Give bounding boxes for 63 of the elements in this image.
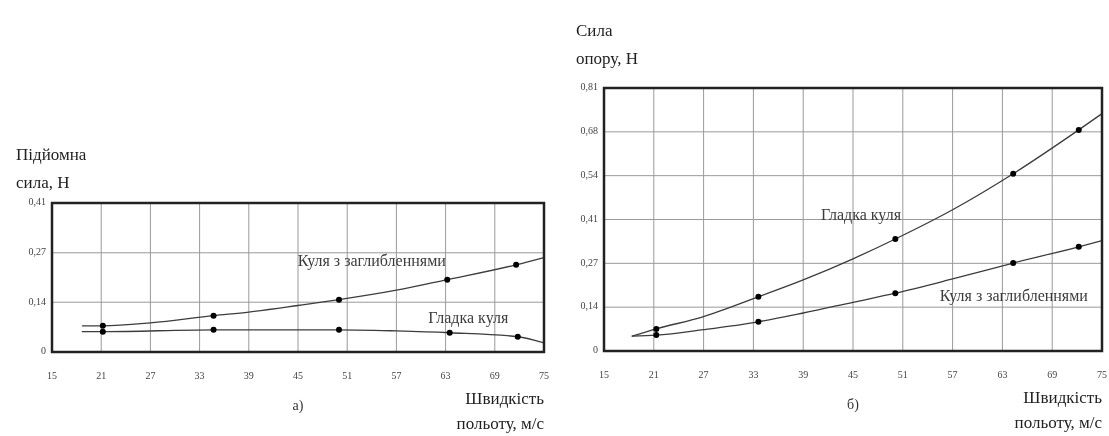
x-tick-label: 45	[848, 369, 858, 381]
y-tick-label: 0	[41, 345, 46, 357]
y-tick-label: 0	[593, 344, 598, 356]
series-label: Куля з заглибленнями	[939, 286, 1089, 305]
point	[755, 293, 762, 300]
y-axis-title: Сила опору, Н	[576, 21, 638, 68]
text: а)	[292, 398, 304, 415]
x-tick-label: 27	[698, 369, 709, 381]
series-label: Гладка куля	[428, 308, 509, 327]
x-tick-label: 39	[243, 370, 254, 382]
y-tick-label: 0,54	[580, 168, 598, 180]
point	[336, 296, 342, 303]
x-tick-label: 45	[293, 370, 303, 382]
text: б)	[847, 397, 860, 414]
x-tick-label: 33	[748, 369, 759, 381]
point	[1010, 170, 1017, 177]
point	[210, 312, 217, 319]
point	[892, 235, 899, 242]
point	[336, 326, 342, 333]
point	[1075, 126, 1082, 133]
x-tick-label: 33	[194, 370, 205, 382]
point	[446, 329, 453, 336]
y-tick-label: 0,27	[28, 246, 46, 258]
y-tick-label: 0,41	[28, 196, 46, 208]
x-axis-title: Швидкість польоту, м/с	[456, 389, 545, 433]
x-tick-label: 75	[1097, 369, 1107, 381]
x-tick-label: 21	[648, 369, 659, 381]
x-tick-label: 69	[489, 370, 500, 382]
point	[653, 325, 660, 332]
x-tick-label: 15	[599, 369, 609, 381]
y-tick-label: 0,14	[28, 295, 46, 307]
point	[755, 318, 762, 325]
point	[444, 276, 451, 283]
y-tick-label: 0,27	[580, 256, 598, 268]
point	[514, 333, 521, 340]
x-tick-label: 57	[391, 370, 402, 382]
point	[1010, 260, 1017, 267]
x-tick-label: 57	[947, 369, 958, 381]
point	[1075, 243, 1082, 250]
point	[210, 326, 217, 333]
x-tick-label: 51	[342, 370, 353, 382]
point	[99, 328, 106, 335]
point	[99, 322, 106, 329]
y-axis-title: Підйомна сила, Н	[16, 145, 87, 192]
x-tick-label: 75	[539, 370, 549, 382]
x-tick-label: 69	[1047, 369, 1058, 381]
y-tick-label: 0,68	[580, 125, 598, 137]
y-tick-label: 0,81	[580, 81, 598, 93]
y-tick-label: 0,41	[580, 212, 598, 224]
point	[653, 332, 660, 339]
series-label: Гладка куля	[820, 205, 902, 224]
x-tick-label: 51	[897, 369, 908, 381]
x-tick-label: 15	[47, 370, 57, 382]
x-tick-label: 21	[96, 370, 107, 382]
x-tick-label: 39	[798, 369, 809, 381]
x-tick-label: 63	[997, 369, 1008, 381]
point	[892, 290, 899, 297]
point	[513, 261, 520, 268]
x-tick-label: 63	[440, 370, 451, 382]
x-axis-title: Швидкість польоту, м/с	[1014, 388, 1103, 432]
y-tick-label: 0,14	[580, 300, 598, 312]
series-label: Куля з заглибленнями	[297, 252, 447, 271]
x-tick-label: 27	[145, 370, 156, 382]
